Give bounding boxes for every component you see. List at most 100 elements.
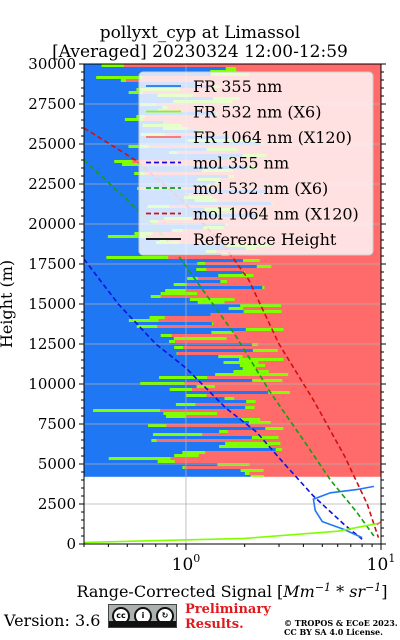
fr532-band xyxy=(265,427,296,430)
fr1064-band xyxy=(234,298,381,301)
fr1064-band xyxy=(213,322,381,325)
legend-label: mol 1064 nm (X120) xyxy=(193,205,359,224)
series-line-mol-532-nm-x6- xyxy=(83,159,375,537)
copyright-line-1: © TROPOS & ECoE 2023. xyxy=(284,618,398,628)
fr1064-band xyxy=(249,472,381,475)
fr1064-band xyxy=(175,340,381,343)
legend-label: FR 1064 nm (X120) xyxy=(193,128,352,147)
fr1064-band xyxy=(281,310,381,313)
fr532-band xyxy=(252,379,293,382)
fr1064-band xyxy=(243,307,381,310)
fr1064-band xyxy=(183,346,381,349)
fr1064-band xyxy=(206,268,381,271)
fr532-band xyxy=(108,457,185,460)
fr1064-band xyxy=(202,433,381,436)
fr1064-band xyxy=(217,412,381,415)
clear-band xyxy=(84,524,381,528)
fr1064-band xyxy=(164,316,381,319)
y-tick-label: 2500 xyxy=(38,495,76,513)
fr1064-band xyxy=(206,394,381,397)
fr1064-band xyxy=(288,373,381,376)
legend-label: Reference Height xyxy=(193,230,337,249)
y-tick-label: 15000 xyxy=(28,295,76,313)
clear-band xyxy=(84,539,381,543)
fr355-band xyxy=(84,379,381,382)
y-tick-label: 25000 xyxy=(28,135,76,153)
fr355-band xyxy=(84,304,381,307)
fr1064-band xyxy=(214,385,381,388)
fr1064-band xyxy=(258,361,381,364)
fr1064-band xyxy=(255,400,381,403)
fr355-band xyxy=(84,472,381,475)
fr532-band xyxy=(228,307,254,310)
y-tick-label: 0 xyxy=(66,535,76,553)
fr1064-band xyxy=(289,391,381,394)
clear-band xyxy=(84,503,381,507)
clear-band xyxy=(84,494,381,498)
fr532-band xyxy=(140,382,194,385)
fr1064-band xyxy=(249,463,381,466)
x-axis-label-exp: −1 xyxy=(315,581,331,594)
fr355-band xyxy=(84,358,381,361)
fr1064-band xyxy=(158,319,381,322)
fr355-band xyxy=(84,259,381,262)
fr1064-band xyxy=(185,289,381,292)
clear-band xyxy=(84,500,381,504)
fr1064-band xyxy=(198,454,381,457)
fr532-band xyxy=(220,280,232,283)
fr1064-band xyxy=(268,370,381,373)
fr355-band xyxy=(84,475,381,478)
fr1064-band xyxy=(226,280,381,283)
clear-band xyxy=(84,491,381,495)
fr1064-band xyxy=(166,424,381,427)
fr355-band xyxy=(84,310,381,313)
fr1064-band xyxy=(277,349,381,352)
fr532-band xyxy=(173,337,238,340)
fr532-band xyxy=(160,334,179,337)
fr1064-band xyxy=(282,379,381,382)
clear-band xyxy=(84,509,381,513)
fr1064-band xyxy=(278,436,381,439)
fr1064-band xyxy=(255,367,381,370)
clear-band xyxy=(84,527,381,531)
fr532-band xyxy=(122,163,142,166)
cc-badge-strip xyxy=(109,621,176,627)
fr355-band xyxy=(84,421,381,424)
fr532-band xyxy=(224,397,241,400)
fr532-band xyxy=(197,301,234,304)
fr532-band xyxy=(211,331,248,334)
preliminary-line-2: Results. xyxy=(185,617,244,632)
copyright-line-2: CC BY SA 4.0 License. xyxy=(284,627,383,637)
cc-license-badge: cc i ↻ xyxy=(108,604,177,628)
copyright-note: © TROPOS & ECoE 2023. CC BY SA 4.0 Licen… xyxy=(284,619,398,637)
fr1064-band xyxy=(174,460,381,463)
series-line-fr-1064-nm-x120- xyxy=(376,520,382,526)
fr1064-band xyxy=(259,259,381,262)
fr1064-band xyxy=(171,334,381,337)
fr532-band xyxy=(165,289,200,292)
fr1064-band xyxy=(263,475,381,478)
x-tick-exponent: 1 xyxy=(388,552,395,565)
x-tick-exponent: 0 xyxy=(193,552,200,565)
x-axis-label-exp: −1 xyxy=(365,581,381,594)
fr532-band xyxy=(240,304,284,307)
fr355-band xyxy=(84,436,381,439)
clear-band xyxy=(84,521,381,525)
preliminary-line-1: Preliminary xyxy=(185,602,271,617)
y-axis-label: Height (m) xyxy=(0,260,16,348)
y-tick-label: 27500 xyxy=(28,95,76,113)
legend: FR 355 nm FR 532 nm (X6) FR 1064 nm (X120)… xyxy=(138,71,374,256)
fr532-band xyxy=(148,424,176,427)
x-axis-label: Range-Corrected Signal [Mm−1 * sr−1] xyxy=(76,581,387,601)
fr532-band xyxy=(189,298,258,301)
clear-band xyxy=(84,485,381,489)
y-tick-label: 20000 xyxy=(28,215,76,233)
fr1064-band xyxy=(270,445,381,448)
fr1064-band xyxy=(260,418,381,421)
fr1064-band xyxy=(257,343,381,346)
fr532-band xyxy=(157,460,186,463)
legend-label: mol 532 nm (X6) xyxy=(193,179,328,198)
fr1064-band xyxy=(186,283,381,286)
x-axis-label-end: ] xyxy=(381,582,387,601)
